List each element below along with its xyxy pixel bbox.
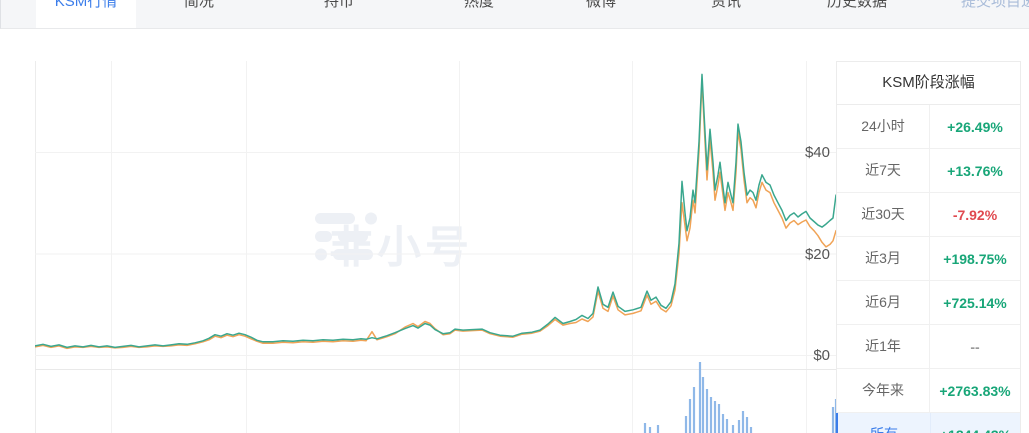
timeframe-label: 所有 (838, 413, 931, 433)
timeframe-label: 近30天 (837, 193, 930, 236)
timeframe-change-value: +198.75% (943, 250, 1007, 267)
timeframe-row-6[interactable]: 近1年 -- (837, 325, 1020, 369)
price-chart[interactable]: 非小号 $0 $20 $40 (35, 61, 836, 433)
nav-tab-7[interactable]: 历史数据 (826, 0, 888, 10)
y-axis-tick-usd40: $40 (804, 144, 830, 161)
panel-rows: 24小时 +26.49% 近7天 +13.76% 近30天 -7.92% 近3月 +198.7… (836, 105, 1020, 433)
timeframe-row-7[interactable]: 今年来 +2763.83% (837, 369, 1020, 413)
timeframe-label: 近1年 (837, 325, 930, 368)
timeframe-label: 近7天 (837, 149, 930, 192)
nav-tab-2[interactable]: 简况 (183, 0, 215, 10)
timeframe-label: 24小时 (837, 105, 930, 148)
active-tab-background (36, 0, 136, 28)
timeframe-change-value: +26.49% (947, 118, 1003, 135)
panel-title: KSM阶段涨幅 (837, 62, 1020, 105)
timeframe-change-value: -7.92% (952, 206, 998, 223)
watermark: 非小号 (315, 211, 473, 275)
nav-tab-6[interactable]: 资讯 (710, 0, 742, 10)
timeframe-row-3[interactable]: 近30天 -7.92% (837, 193, 1020, 237)
timeframe-row-2[interactable]: 近7天 +13.76% (837, 149, 1020, 193)
timeframe-row-4[interactable]: 近3月 +198.75% (837, 237, 1020, 281)
timeframe-label: 近3月 (837, 237, 930, 280)
timeframe-row-5[interactable]: 近6月 +725.14% (837, 281, 1020, 325)
feixiaohao-logo-icon (315, 212, 377, 261)
stage-change-panel: KSM阶段涨幅 24小时 +26.49% 近7天 +13.76% 近30天 -7.92% 近… (836, 61, 1021, 433)
timeframe-label: 今年来 (837, 369, 930, 412)
timeframe-change-value: +13.76% (947, 162, 1003, 179)
y-axis-tick-usd0: $0 (813, 347, 830, 364)
nav-tab-3[interactable]: 持币 (323, 0, 355, 10)
y-axis-tick-usd20: $20 (804, 245, 830, 263)
timeframe-row-1[interactable]: 24小时 +26.49% (837, 105, 1020, 149)
timeframe-change-value: +725.14% (943, 294, 1007, 311)
nav-tab-8[interactable]: 提交项目进展 (960, 0, 1029, 10)
nav-tab-5[interactable]: 微博 (585, 0, 617, 10)
price-chart-canvas[interactable] (35, 61, 836, 433)
timeframe-label: 近6月 (837, 281, 930, 324)
nav-tab-4[interactable]: 热度 (463, 0, 495, 10)
timeframe-change-value: +1844.43% (931, 427, 1020, 433)
nav-tab-1[interactable]: KSM行情 (54, 0, 118, 10)
timeframe-row-8[interactable]: 所有+1844.43% (836, 413, 1020, 433)
top-nav-tabs: KSM行情 简况 持币 热度 微博 资讯 历史数据 提交项目进展 (0, 0, 1029, 29)
timeframe-change-value: -- (970, 338, 980, 355)
timeframe-change-value: +2763.83% (939, 382, 1011, 399)
